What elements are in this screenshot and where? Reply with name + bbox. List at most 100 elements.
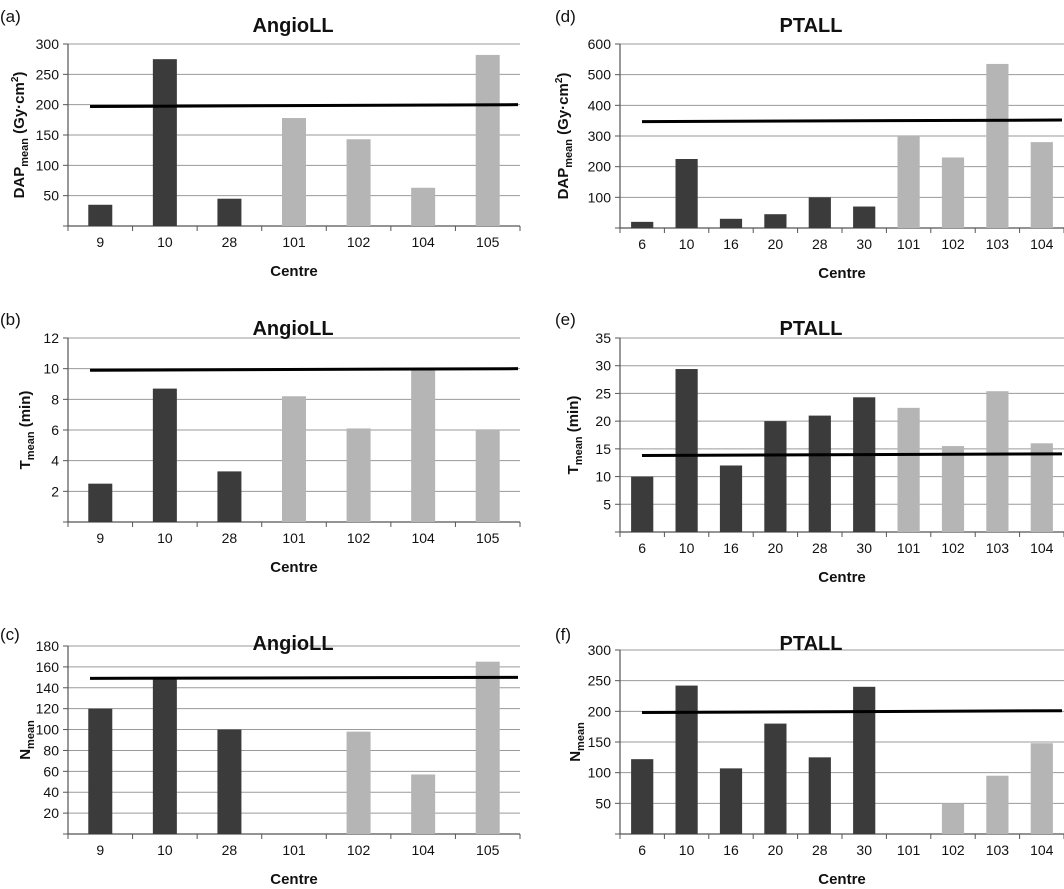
x-tick-label: 28 xyxy=(812,540,828,556)
y-axis-label-subscript: mean xyxy=(573,436,585,465)
y-tick-label: 20 xyxy=(43,805,59,821)
x-tick-label: 101 xyxy=(897,236,921,252)
y-tick-label: 4 xyxy=(51,453,59,469)
x-axis-label: Centre xyxy=(270,263,318,280)
x-tick-label: 104 xyxy=(411,842,435,858)
y-tick-label: 35 xyxy=(595,330,611,346)
reference-line xyxy=(641,118,1063,124)
x-tick-label: 102 xyxy=(347,234,371,250)
chart-panel-e: 5 10 15 20 25 30 35 6 10 16 20 28 30 101 102 103 104 PTAL… xyxy=(555,310,1064,586)
x-axis-label: Centre xyxy=(818,569,866,586)
y-tick-label: 100 xyxy=(36,722,60,738)
x-tick-label: 28 xyxy=(812,236,828,252)
x-tick-label: 104 xyxy=(1030,842,1054,858)
y-tick-label: 200 xyxy=(36,97,60,113)
bar xyxy=(719,218,743,228)
y-axis-label-superscript: 2 xyxy=(554,77,565,83)
y-tick-label: 300 xyxy=(36,36,60,52)
y-axis-label-close: ) xyxy=(11,72,28,77)
x-tick-label: 101 xyxy=(282,234,306,250)
y-tick-label: 5 xyxy=(603,496,611,512)
panel-label: (c) xyxy=(0,625,20,644)
x-tick-label: 28 xyxy=(222,234,238,250)
y-tick-label: 120 xyxy=(36,701,60,717)
y-tick-label: 10 xyxy=(43,361,59,377)
y-tick-label: 15 xyxy=(595,441,611,457)
bar xyxy=(941,157,965,228)
y-axis-label-subscript: mean xyxy=(563,139,575,168)
chart-title: AngioLL xyxy=(252,15,333,37)
chart-panel-b: 2 4 6 8 10 12 9 10 28 101 102 104 105 AngioLL (b) Centr… xyxy=(0,310,521,576)
y-tick-label: 100 xyxy=(588,189,612,205)
bar xyxy=(808,197,831,228)
bar xyxy=(986,391,1009,532)
y-tick-label: 600 xyxy=(588,36,612,52)
bar xyxy=(411,187,436,226)
bar xyxy=(475,430,500,522)
bar xyxy=(346,428,371,522)
y-tick-label: 400 xyxy=(588,97,612,113)
chart-panel-c: 20 40 60 80 100 120 140 160 180 9 10 28 101 102 104 105… xyxy=(0,625,521,888)
y-tick-label: 180 xyxy=(36,638,60,654)
x-tick-label: 16 xyxy=(723,540,739,556)
x-axis-label: Centre xyxy=(270,871,318,888)
x-tick-label: 104 xyxy=(1030,236,1054,252)
y-tick-label: 150 xyxy=(588,734,612,750)
y-axis-label: DAPmean (Gy·cm2) xyxy=(10,72,31,199)
x-tick-label: 30 xyxy=(856,540,872,556)
bar xyxy=(411,774,436,834)
x-tick-label: 101 xyxy=(282,842,306,858)
y-axis-label-main: T xyxy=(17,460,34,469)
bar xyxy=(475,661,500,834)
bar xyxy=(346,139,371,226)
x-tick-label: 20 xyxy=(768,236,784,252)
x-axis-label: Centre xyxy=(818,265,866,282)
bar xyxy=(719,768,743,834)
bar xyxy=(897,136,920,228)
y-axis-label-subscript: mean xyxy=(575,722,587,751)
bar xyxy=(282,396,306,522)
y-axis-label-close: ) xyxy=(555,73,572,78)
bar xyxy=(152,59,177,226)
chart-title: PTALL xyxy=(780,15,843,37)
y-tick-label: 40 xyxy=(43,784,59,800)
x-tick-label: 103 xyxy=(986,842,1010,858)
y-tick-label: 100 xyxy=(588,765,612,781)
bar xyxy=(1030,142,1053,228)
x-tick-label: 28 xyxy=(222,530,238,546)
bar xyxy=(808,757,831,834)
y-tick-label: 300 xyxy=(588,128,612,144)
reference-line xyxy=(641,709,1063,715)
y-tick-label: 160 xyxy=(36,659,60,675)
y-tick-label: 60 xyxy=(43,763,59,779)
bar xyxy=(764,723,787,834)
bar xyxy=(853,206,876,228)
x-tick-label: 103 xyxy=(986,236,1010,252)
chart-panel-a: 50 100 150 200 250 300 9 10 28 101 102 104 105 AngioL… xyxy=(0,7,521,280)
chart-title: PTALL xyxy=(780,633,843,655)
y-axis-label-unit: (Gy·cm xyxy=(555,83,572,139)
y-axis-label-unit: (min) xyxy=(565,396,582,437)
y-axis-label-main: N xyxy=(567,751,584,762)
y-axis-label-main: DAP xyxy=(555,168,572,200)
reference-line xyxy=(89,675,519,680)
bar xyxy=(88,204,113,226)
x-axis-label: Centre xyxy=(818,871,866,888)
y-tick-label: 12 xyxy=(43,330,59,346)
y-tick-label: 50 xyxy=(43,188,59,204)
y-axis-label-main: T xyxy=(565,465,582,474)
bar xyxy=(152,388,177,522)
reference-line xyxy=(89,367,519,372)
reference-line xyxy=(89,103,519,108)
reference-line xyxy=(641,452,1063,458)
y-axis-label: Tmean (min) xyxy=(565,396,585,475)
y-tick-label: 6 xyxy=(51,422,59,438)
bar xyxy=(986,775,1009,834)
chart-title: PTALL xyxy=(780,318,843,340)
y-tick-label: 200 xyxy=(588,159,612,175)
x-tick-label: 28 xyxy=(812,842,828,858)
bar xyxy=(675,369,698,532)
x-tick-label: 9 xyxy=(96,530,104,546)
x-tick-label: 10 xyxy=(157,530,173,546)
